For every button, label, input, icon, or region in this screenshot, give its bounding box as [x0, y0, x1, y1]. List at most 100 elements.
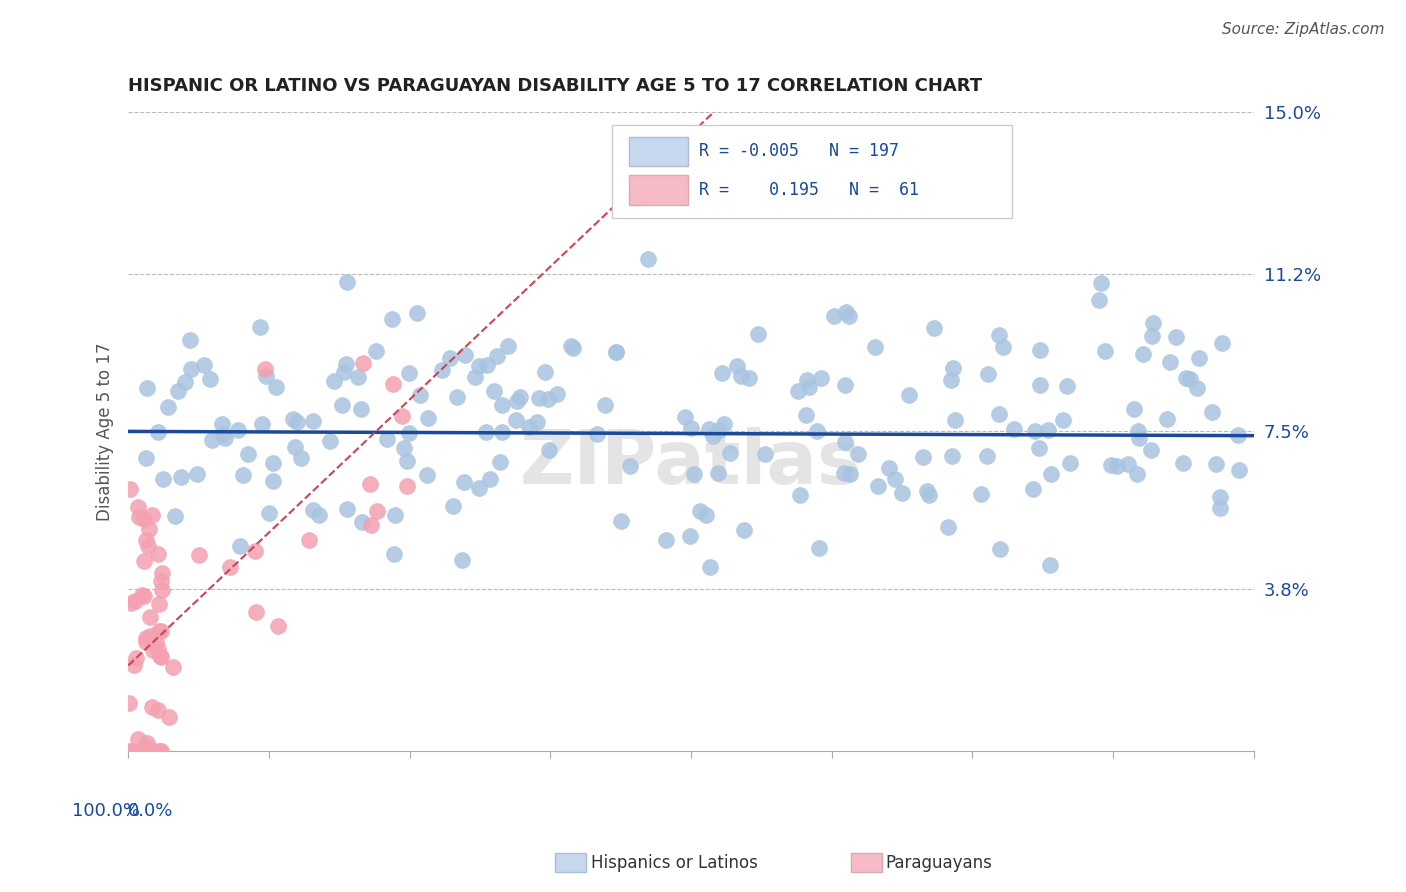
Point [834, 435, 856, 450]
Point [136, 381, 159, 395]
Point [738, 371, 761, 385]
Point [381, 312, 404, 326]
Point [226, 423, 249, 437]
Point [468, 359, 491, 373]
Point [877, 460, 900, 475]
Point [679, 529, 702, 543]
Point [505, 412, 527, 426]
Point [382, 547, 405, 561]
Point [138, 610, 160, 624]
Point [1107, 458, 1129, 473]
Point [170, 470, 193, 484]
Point [441, 499, 464, 513]
Text: Hispanics or Latinos: Hispanics or Latinos [591, 854, 758, 871]
Point [987, 408, 1010, 422]
Point [1142, 316, 1164, 330]
Point [593, 398, 616, 412]
Point [1180, 372, 1202, 386]
Point [546, 386, 568, 401]
Point [848, 447, 870, 461]
Point [347, 369, 370, 384]
Point [446, 391, 468, 405]
Point [125, 650, 148, 665]
Point [1028, 441, 1050, 455]
Point [1209, 490, 1232, 504]
Point [366, 344, 388, 359]
Point [146, 702, 169, 716]
Point [252, 417, 274, 431]
Point [1211, 335, 1233, 350]
Point [200, 372, 222, 386]
Point [238, 447, 260, 461]
Point [939, 373, 962, 387]
Point [478, 472, 501, 486]
Point [838, 310, 860, 324]
Point [1099, 458, 1122, 472]
Point [350, 402, 373, 417]
Point [1059, 457, 1081, 471]
Point [384, 508, 406, 522]
Point [141, 700, 163, 714]
Point [941, 449, 963, 463]
Point [148, 624, 170, 638]
Point [149, 624, 172, 638]
Point [150, 743, 173, 757]
Point [1004, 422, 1026, 436]
Point [898, 388, 921, 402]
Point [839, 467, 862, 482]
Point [1156, 412, 1178, 426]
FancyBboxPatch shape [630, 136, 688, 166]
Point [148, 597, 170, 611]
Point [416, 467, 439, 482]
Point [697, 422, 720, 436]
Point [883, 472, 905, 486]
Point [382, 377, 405, 392]
Point [141, 508, 163, 523]
Point [395, 453, 418, 467]
Point [718, 446, 741, 460]
FancyBboxPatch shape [612, 125, 1012, 218]
Point [138, 522, 160, 536]
Point [467, 481, 489, 495]
Point [330, 398, 353, 412]
Point [1038, 423, 1060, 437]
Point [136, 736, 159, 750]
Point [681, 420, 703, 434]
Point [409, 388, 432, 402]
Point [336, 276, 359, 290]
Point [118, 697, 141, 711]
Point [129, 743, 152, 757]
Point [866, 479, 889, 493]
Point [188, 549, 211, 563]
Point [682, 467, 704, 481]
Point [245, 543, 267, 558]
Point [179, 333, 201, 347]
Point [416, 410, 439, 425]
Point [193, 358, 215, 372]
Point [128, 510, 150, 524]
Point [911, 450, 934, 464]
Text: R =    0.195   N =  61: R = 0.195 N = 61 [699, 180, 920, 199]
Point [754, 447, 776, 461]
Point [118, 482, 141, 496]
Point [655, 533, 678, 547]
Point [1209, 500, 1232, 515]
Point [891, 486, 914, 500]
Point [917, 488, 939, 502]
Point [135, 450, 157, 465]
Point [491, 425, 513, 440]
Point [284, 440, 307, 454]
Point [145, 635, 167, 649]
Point [637, 252, 659, 266]
Point [695, 508, 717, 523]
Point [1056, 379, 1078, 393]
Point [398, 366, 420, 380]
Text: 0.0%: 0.0% [128, 802, 174, 820]
Text: ZIPatlas: ZIPatlas [520, 426, 862, 500]
Point [1205, 458, 1227, 472]
Point [1159, 354, 1181, 368]
Point [1040, 467, 1063, 482]
Point [391, 409, 413, 423]
Point [464, 369, 486, 384]
Point [132, 512, 155, 526]
